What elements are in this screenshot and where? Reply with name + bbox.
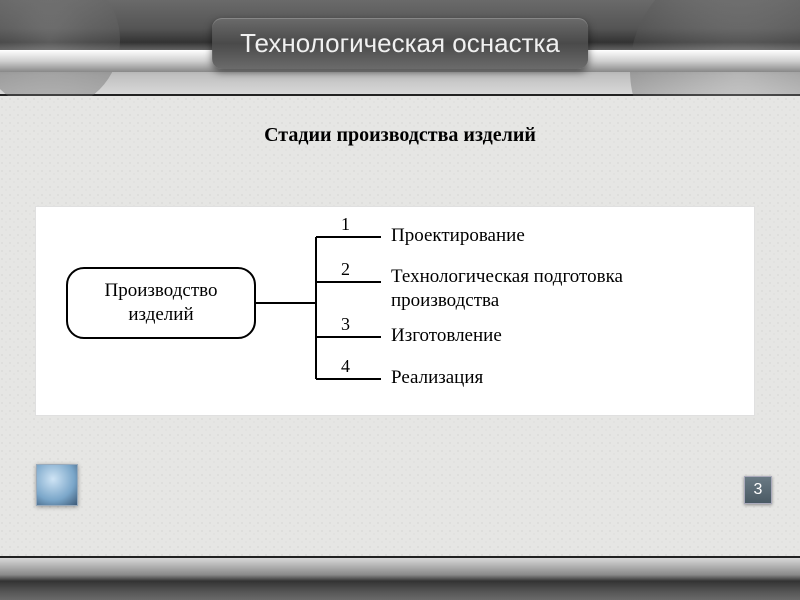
header-band: Технологическая оснастка <box>0 0 800 96</box>
root-node-label: Производствоизделий <box>105 279 218 327</box>
root-node: Производствоизделий <box>66 267 256 339</box>
logo-icon <box>36 464 78 506</box>
branch-label-2: Технологическая подготовка производства <box>391 265 731 313</box>
branch-label-3: Изготовление <box>391 325 502 347</box>
footer-band <box>0 556 800 600</box>
branch-label-2-text: Технологическая подготовка производства <box>391 266 623 311</box>
page-title: Технологическая оснастка <box>212 18 588 69</box>
branch-num-2: 2 <box>341 259 350 280</box>
content-area: Стадии производства изделий Производство… <box>0 96 800 556</box>
stages-diagram: Производствоизделий 1 2 3 4 Проектирован… <box>35 206 755 416</box>
branch-label-1: Проектирование <box>391 225 525 247</box>
subtitle: Стадии производства изделий <box>0 124 800 147</box>
branch-label-4: Реализация <box>391 367 483 389</box>
branch-connectors <box>256 207 406 417</box>
branch-num-3: 3 <box>341 314 350 335</box>
branch-num-4: 4 <box>341 356 350 377</box>
branch-num-1: 1 <box>341 214 350 235</box>
page-number-badge: 3 <box>744 476 772 504</box>
